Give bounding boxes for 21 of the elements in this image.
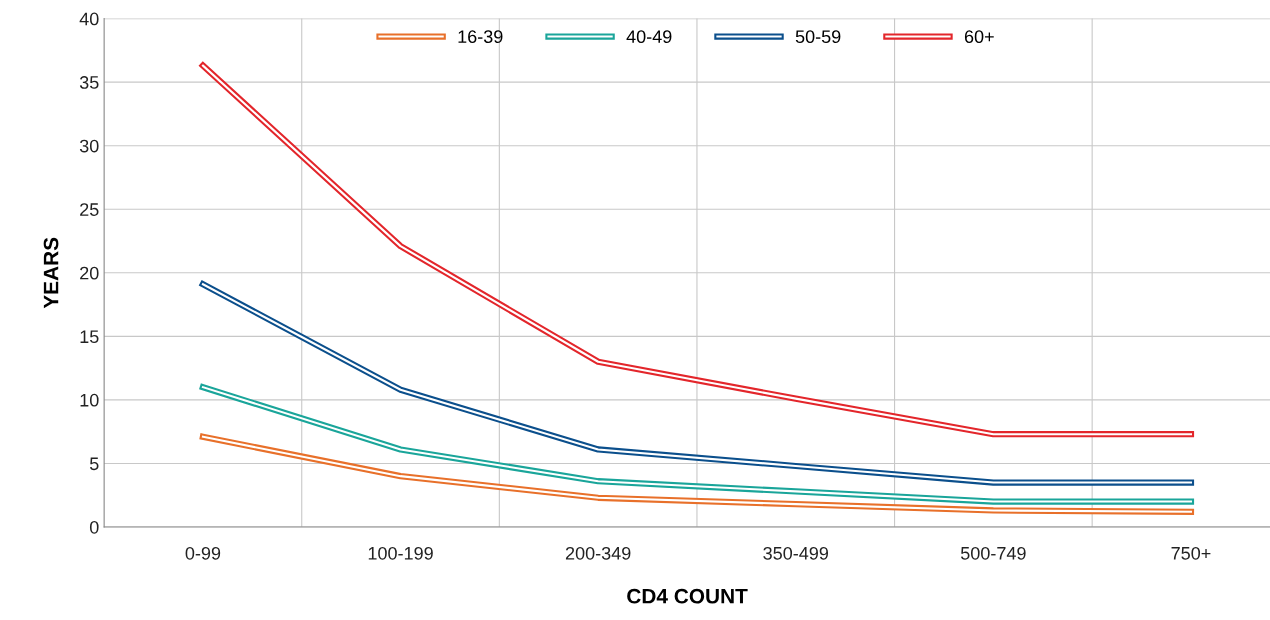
y-tick-label: 0: [89, 520, 99, 534]
y-axis-title: YEARS: [43, 237, 59, 309]
legend-label: 50-59: [795, 30, 841, 44]
y-tick-label: 25: [80, 203, 99, 216]
y-tick-label: 15: [80, 330, 99, 344]
x-tick-label: 0-99: [185, 546, 221, 560]
x-axis-title: CD4 COUNT: [627, 588, 748, 604]
y-tick-label: 10: [80, 393, 99, 407]
legend-label: 60+: [964, 30, 994, 44]
y-tick-label: 40: [79, 12, 99, 26]
x-tick-label: 100-199: [368, 546, 433, 560]
x-tick-label: 500-749: [960, 546, 1026, 560]
x-tick-label: 200-349: [565, 546, 631, 560]
y-tick-label: 5: [89, 457, 99, 471]
legend-label: 40-49: [626, 30, 672, 44]
y-tick-label: 30: [79, 139, 99, 153]
x-tick-label: 750+: [1171, 546, 1211, 560]
y-tick-label: 35: [79, 76, 99, 89]
legend-label: 16-39: [458, 30, 503, 44]
y-tick-label: 20: [80, 266, 99, 280]
x-tick-label: 350-499: [763, 546, 829, 560]
